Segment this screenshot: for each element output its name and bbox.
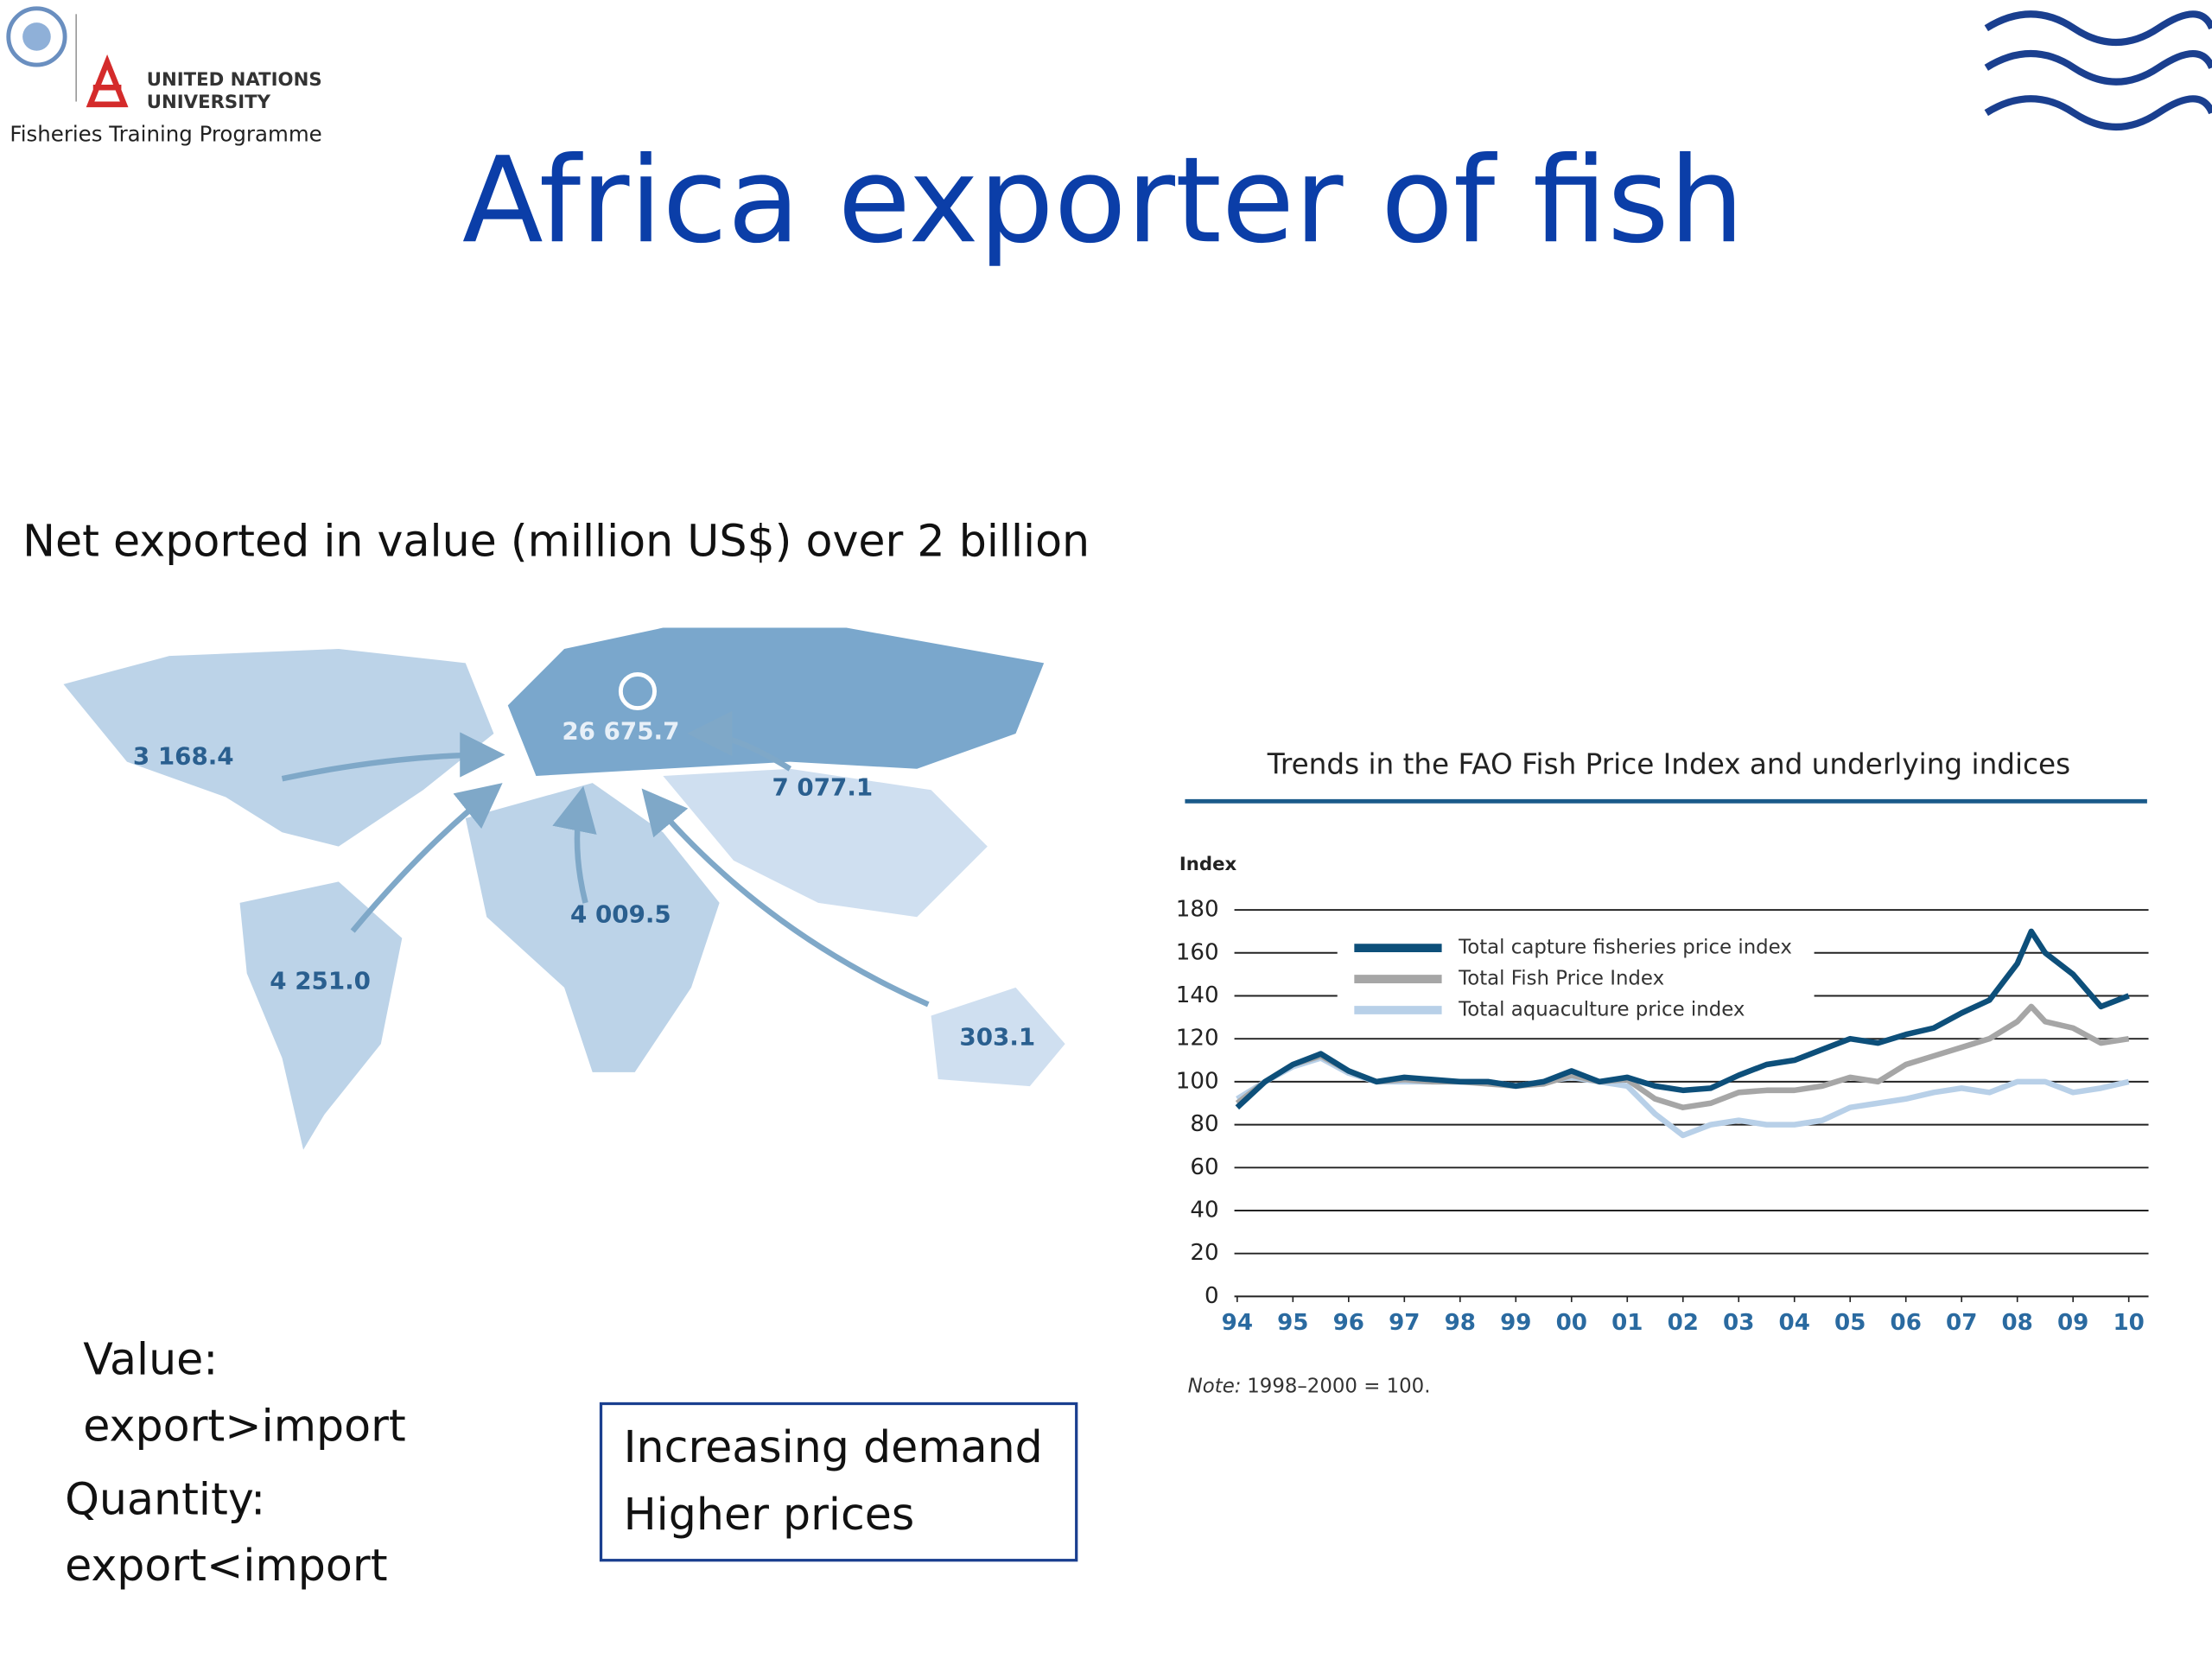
series-line	[1236, 1055, 2130, 1139]
y-tick-label: 80	[1190, 1111, 1218, 1137]
y-tick-label: 140	[1176, 982, 1219, 1008]
flow-label: 4 251.0	[270, 966, 371, 995]
y-tick-label: 60	[1190, 1154, 1218, 1180]
x-tick-label: 99	[1500, 1310, 1531, 1336]
org-line: UNITED NATIONS	[147, 69, 322, 91]
x-tick-label: 08	[2002, 1310, 2033, 1336]
x-tick-label: 94	[1222, 1310, 1253, 1336]
y-tick-label: 100	[1176, 1068, 1219, 1094]
flow-label: 3 168.4	[133, 742, 234, 771]
callout-line: Higher prices	[624, 1489, 915, 1540]
x-tick-label: 97	[1389, 1310, 1420, 1336]
note: 1998–2000 = 100.	[1247, 1375, 1430, 1397]
x-tick-label: 10	[2113, 1310, 2145, 1336]
programme: Fisheries Training Programme	[10, 122, 321, 147]
org-line: UNIVERSITY	[147, 92, 271, 113]
y-tick-label: 40	[1190, 1197, 1218, 1223]
map-labels: 3 168.4 26 675.7 7 077.1 4 009.5 4 251.0…	[133, 716, 1035, 1051]
slide-title: Africa exporter of fish	[462, 132, 1745, 270]
wave-logo	[1984, 10, 2212, 130]
x-tick-label: 02	[1668, 1310, 1699, 1336]
note-line: Quantity:	[65, 1473, 265, 1524]
flow-label: 7 077.1	[772, 773, 873, 802]
y-tick-label: 0	[1205, 1283, 1219, 1309]
x-tick-label: 00	[1556, 1310, 1587, 1336]
series-line	[1235, 928, 2130, 1110]
note-label: Note:	[1188, 1375, 1242, 1397]
x-tick-label: 96	[1333, 1310, 1364, 1336]
subtitle: Net exported in value (million US$) over…	[22, 516, 1090, 567]
y-tick-label: 120	[1176, 1026, 1219, 1052]
y-tick-label: 20	[1190, 1240, 1218, 1266]
flow-label: 26 675.7	[562, 716, 679, 745]
x-tick-label: 09	[2057, 1310, 2088, 1336]
y-tick-label: 180	[1176, 897, 1219, 923]
x-tick-label: 03	[1723, 1310, 1754, 1336]
legend-label: Total aquaculture price index	[1458, 998, 1745, 1020]
legend-label: Total capture fisheries price index	[1458, 937, 1792, 959]
x-tick-label: 07	[1946, 1310, 1977, 1336]
flow-label: 303.1	[959, 1023, 1035, 1052]
note-line: Value:	[83, 1334, 218, 1385]
y-tick-label: 160	[1176, 939, 1219, 965]
un-emblem-core	[22, 22, 51, 51]
chart: Trends in the FAO Fish Price Index and u…	[1176, 748, 2149, 1397]
unu-logo	[86, 54, 129, 108]
flow-label: 4 009.5	[570, 900, 671, 929]
notes: Value: export>import Quantity: export<im…	[65, 1334, 406, 1591]
un-emblem	[6, 6, 67, 67]
x-tick-label: 01	[1611, 1310, 1643, 1336]
x-tick-label: 06	[1891, 1310, 1922, 1336]
legend-label: Total Fish Price Index	[1458, 968, 1664, 990]
x-tick-label: 04	[1779, 1310, 1810, 1336]
x-tick-label: 98	[1445, 1310, 1476, 1336]
note-line: export<import	[65, 1540, 387, 1591]
note-line: export>import	[83, 1400, 405, 1451]
y-axis-label: Index	[1179, 854, 1237, 875]
x-tick-label: 95	[1277, 1310, 1308, 1336]
x-tick-label: 05	[1834, 1310, 1866, 1336]
callout-line: Increasing demand	[624, 1421, 1043, 1472]
callout-box	[599, 1402, 1078, 1562]
chart-title: Trends in the FAO Fish Price Index and u…	[1267, 748, 2070, 781]
world-map	[63, 627, 1065, 1150]
